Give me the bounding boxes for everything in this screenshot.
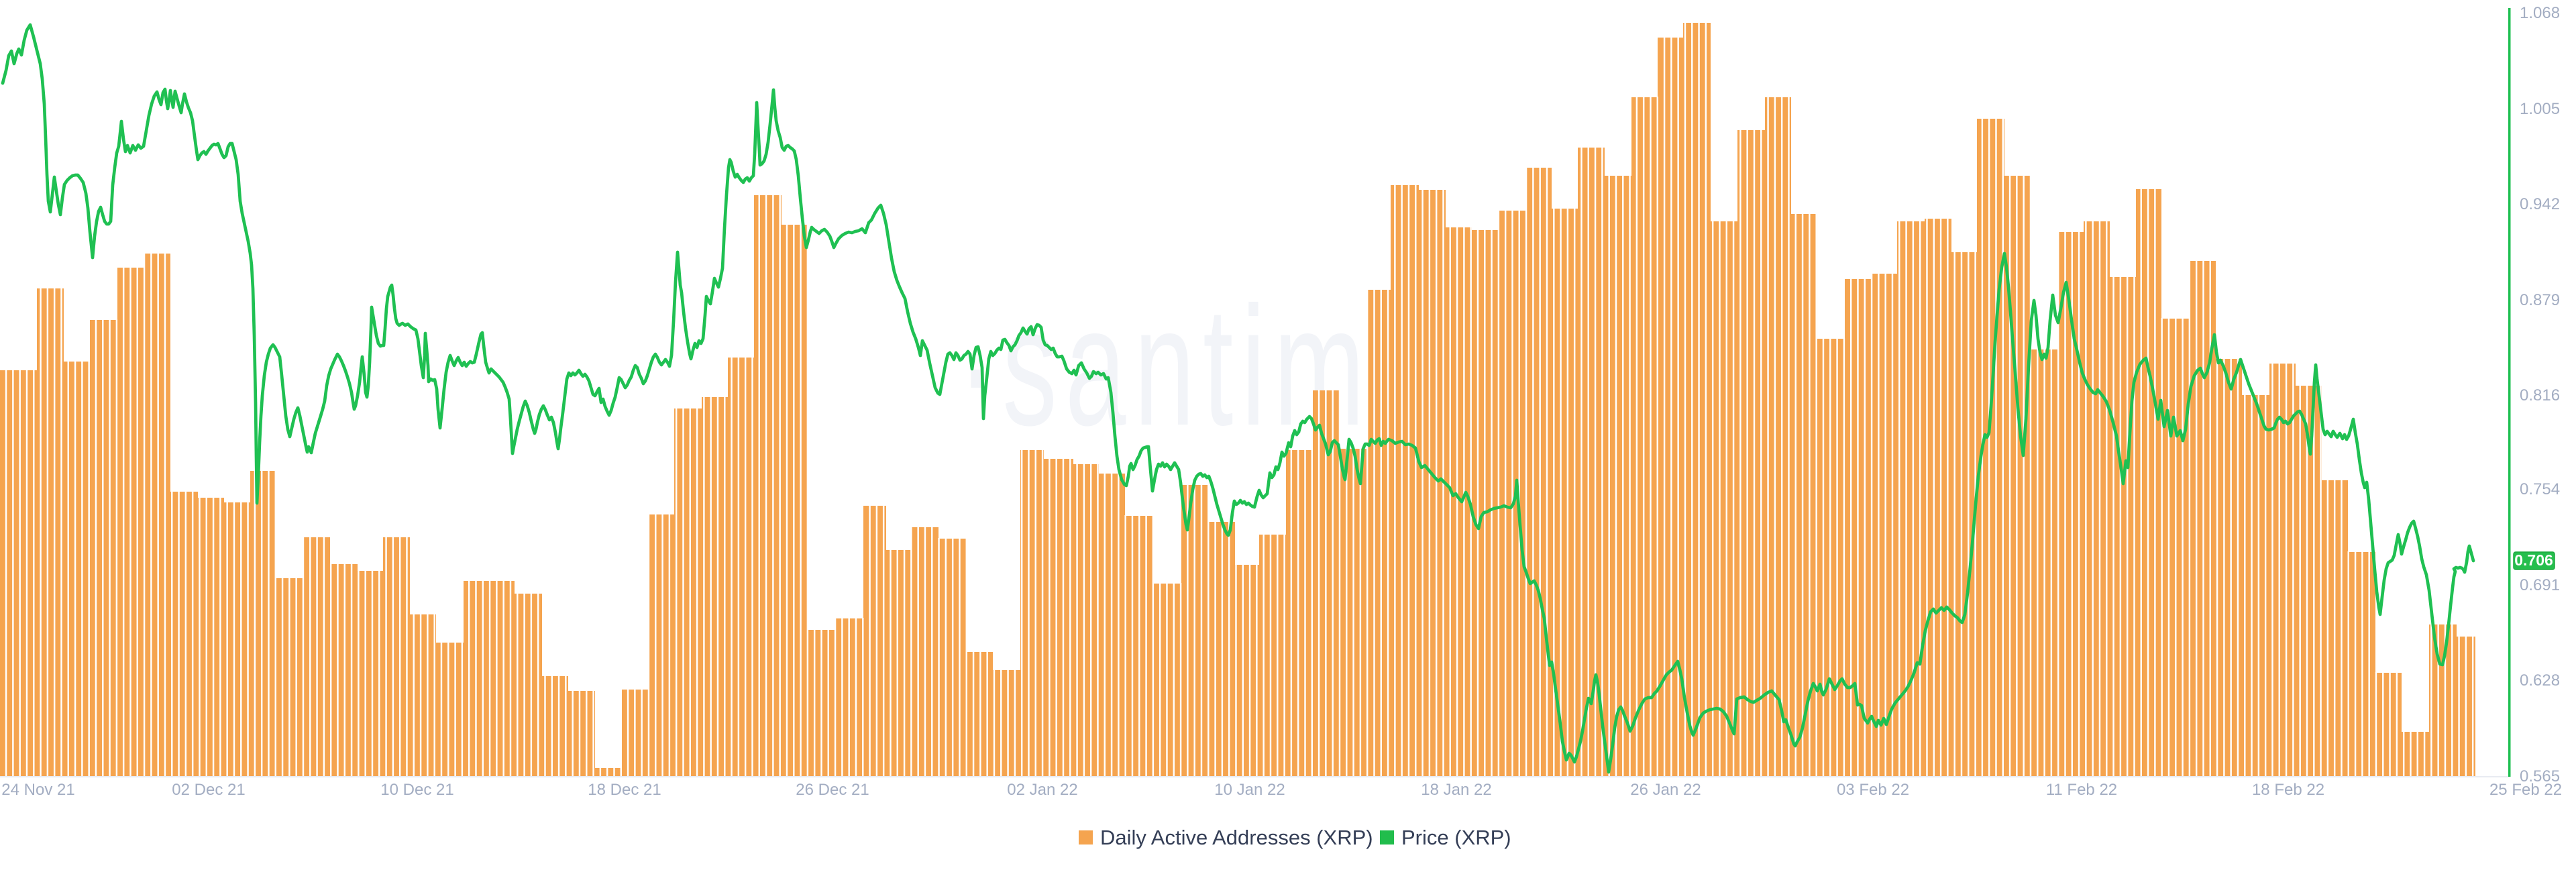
svg-text:25 Feb 22: 25 Feb 22 <box>2489 781 2562 799</box>
svg-text:1.005: 1.005 <box>2520 100 2560 118</box>
svg-text:26 Dec 21: 26 Dec 21 <box>796 781 869 799</box>
svg-text:10 Jan 22: 10 Jan 22 <box>1214 781 1285 799</box>
svg-text:02 Dec 21: 02 Dec 21 <box>172 781 245 799</box>
svg-text:0.628: 0.628 <box>2520 671 2560 690</box>
svg-text:26 Jan 22: 26 Jan 22 <box>1630 781 1701 799</box>
svg-text:18 Feb 22: 18 Feb 22 <box>2252 781 2324 799</box>
svg-text:0.754: 0.754 <box>2520 480 2560 498</box>
svg-text:0.879: 0.879 <box>2520 291 2560 309</box>
svg-text:03 Feb 22: 03 Feb 22 <box>1837 781 1909 799</box>
svg-text:1.068: 1.068 <box>2520 4 2560 22</box>
svg-text:24 Nov 21: 24 Nov 21 <box>1 781 74 799</box>
svg-text:0.816: 0.816 <box>2520 386 2560 404</box>
svg-text:18 Dec 21: 18 Dec 21 <box>588 781 661 799</box>
svg-text:02 Jan 22: 02 Jan 22 <box>1007 781 1077 799</box>
svg-text:18 Jan 22: 18 Jan 22 <box>1421 781 1491 799</box>
svg-text:0.706: 0.706 <box>2514 551 2553 569</box>
svg-text:10 Dec 21: 10 Dec 21 <box>380 781 453 799</box>
svg-text:Price (XRP): Price (XRP) <box>1401 826 1511 849</box>
svg-text:0.565: 0.565 <box>2520 767 2560 785</box>
svg-text:11 Feb 22: 11 Feb 22 <box>2046 781 2117 799</box>
svg-text:Daily Active Addresses (XRP): Daily Active Addresses (XRP) <box>1100 826 1373 849</box>
svg-text:0.942: 0.942 <box>2520 195 2560 213</box>
svg-text:0.691: 0.691 <box>2520 576 2560 594</box>
